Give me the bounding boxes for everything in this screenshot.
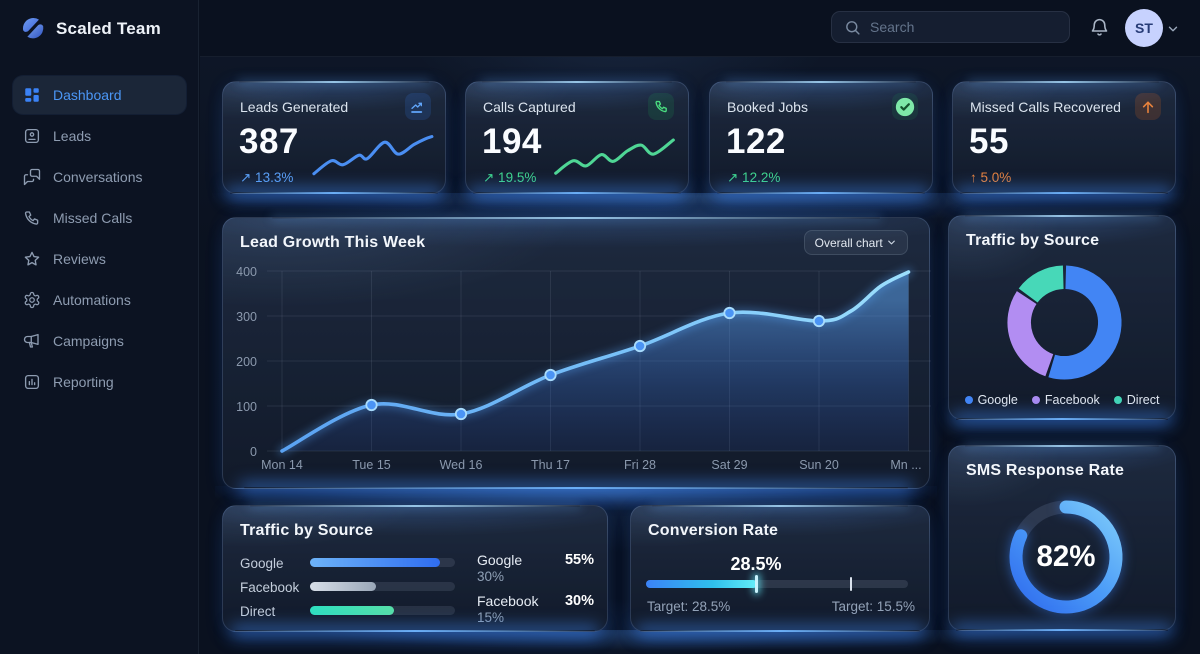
svg-text:Fri 28: Fri 28 <box>624 458 656 472</box>
svg-text:0: 0 <box>250 445 257 459</box>
svg-text:400: 400 <box>236 265 257 279</box>
svg-text:300: 300 <box>236 310 257 324</box>
svg-text:Thu 17: Thu 17 <box>531 458 570 472</box>
svg-text:Mn ...: Mn ... <box>890 458 921 472</box>
svg-text:Sun 20: Sun 20 <box>799 458 839 472</box>
svg-text:Sat 29: Sat 29 <box>711 458 747 472</box>
svg-text:100: 100 <box>236 400 257 414</box>
svg-text:Mon 14: Mon 14 <box>261 458 303 472</box>
svg-text:Wed 16: Wed 16 <box>440 458 483 472</box>
svg-text:Tue 15: Tue 15 <box>352 458 391 472</box>
svg-text:200: 200 <box>236 355 257 369</box>
